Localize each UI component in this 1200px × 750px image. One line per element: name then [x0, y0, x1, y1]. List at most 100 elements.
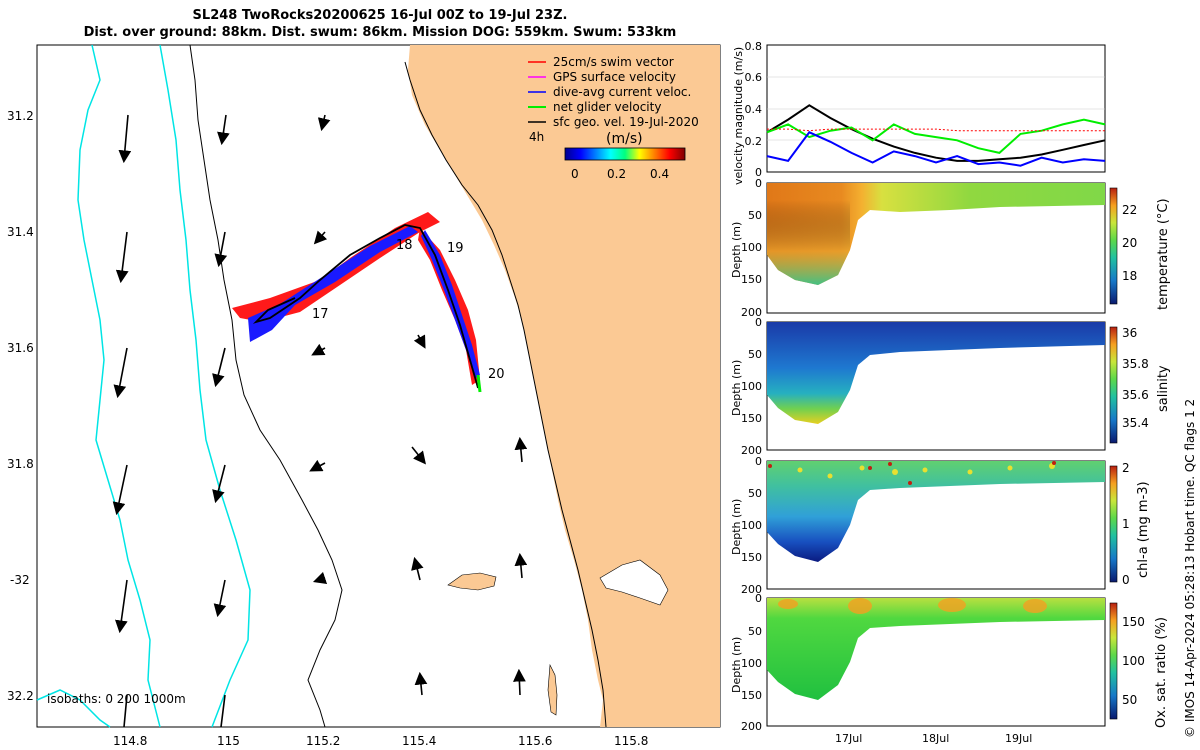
depth-tick: 150 [741, 551, 762, 564]
velocity-series-line [766, 104, 1106, 162]
oxygen-section [767, 598, 1105, 700]
geo-arrow [313, 230, 328, 245]
island-rottnest [447, 572, 497, 591]
depth-tick: 100 [741, 380, 762, 393]
salinity-panel: 0 50 100 150 200 Depth (m) 36 35.8 35.6 … [730, 316, 1171, 457]
geo-arrow [513, 668, 526, 696]
depth-tick: 0 [755, 316, 762, 329]
track-day-label: 18 [396, 238, 413, 253]
depth-tick: 100 [741, 519, 762, 532]
map-y-tick: 31.2 [7, 109, 34, 123]
geo-arrow [514, 552, 528, 579]
depth-tick: 200 [741, 583, 762, 596]
legend-label: GPS surface velocity [553, 70, 676, 84]
salinity-section [767, 322, 1105, 424]
legend-label: net glider velocity [553, 100, 661, 114]
colorbar-tick: 22 [1122, 203, 1137, 217]
map-x-tick: 114.8 [113, 734, 147, 748]
geo-arrow [112, 464, 128, 516]
colorbar-tick: 2 [1122, 461, 1130, 475]
isobath-deep-corner [36, 689, 111, 728]
colorbar-tick: 20 [1122, 236, 1137, 250]
geo-arrow [114, 579, 128, 634]
vel-y-tick: 0.4 [745, 103, 763, 116]
colorbar-tick: 100 [1122, 654, 1145, 668]
geo-arrow [514, 436, 528, 463]
geo-arrow [113, 347, 128, 399]
legend-interval: 4h [529, 130, 544, 144]
colorbar-tick: 36 [1122, 326, 1137, 340]
net-glider-velocity-seg [476, 374, 482, 393]
depth-tick: 100 [741, 241, 762, 254]
dive-avg-current-band [248, 226, 418, 342]
date-tick: 19Jul [1005, 732, 1032, 745]
temperature-colorbar [1109, 187, 1118, 305]
depth-tick: 200 [741, 444, 762, 457]
colorbar-tick: 1 [1122, 517, 1130, 531]
geo-velocity-arrows [112, 114, 528, 728]
map-y-tick: 31.4 [7, 225, 34, 239]
depth-label: Depth (m) [730, 499, 743, 555]
geo-arrow [413, 334, 426, 349]
geo-arrow [411, 556, 424, 581]
colorbar-label: salinity [1156, 365, 1171, 412]
oxygen-colorbar [1109, 602, 1118, 720]
geo-arrow [309, 459, 326, 472]
depth-tick: 0 [755, 592, 762, 605]
map-y-tick: -32 [10, 573, 30, 587]
isobath-note: isobaths: 0 200 1000m [47, 692, 186, 706]
depth-tick: 50 [748, 487, 762, 500]
geo-arrow [212, 347, 226, 388]
chla-section [767, 461, 1105, 562]
temperature-section-depth [767, 200, 850, 285]
vel-y-label: velocity magnitude (m/s) [732, 47, 745, 185]
velocity-series-line [766, 118, 1106, 154]
velocity-panel: 0 0.2 0.4 0.6 0.8 velocity magnitude (m/… [732, 40, 1106, 185]
chla-high-dots [768, 461, 1056, 485]
date-tick: 18Jul [922, 732, 949, 745]
peel-inlet [599, 559, 669, 606]
depth-label: Depth (m) [730, 637, 743, 693]
isobath-0m [404, 61, 607, 728]
vel-y-tick: 0 [755, 166, 762, 179]
map-panel: 17 18 19 20 25cm/s swim vector GPS surfa… [7, 44, 721, 748]
depth-tick: 50 [748, 209, 762, 222]
geo-arrow [213, 579, 227, 618]
colorbar-tick: 18 [1122, 269, 1137, 283]
colorbar-tick: 35.4 [1122, 416, 1149, 430]
depth-tick: 150 [741, 273, 762, 286]
track-day-label: 19 [447, 241, 464, 256]
depth-label: Depth (m) [730, 222, 743, 278]
geo-arrow [214, 231, 228, 268]
colorbar-label: chl-a (mg m-3) [1136, 481, 1151, 578]
geo-arrow [123, 694, 128, 728]
depth-label: Depth (m) [730, 360, 743, 416]
oxygen-high-patches [778, 598, 1047, 614]
geo-arrow [414, 671, 428, 696]
glider-track: 17 18 19 20 [232, 212, 505, 393]
map-colorbar-label: (m/s) [606, 131, 643, 147]
velocity-series-group [766, 104, 1106, 167]
colorbar-tick: 35.6 [1122, 388, 1149, 402]
geo-arrow [220, 694, 226, 728]
velocity-axes-box [766, 44, 1106, 173]
track-day-label: 17 [312, 307, 329, 322]
depth-tick: 150 [741, 689, 762, 702]
map-x-tick: 115.4 [402, 734, 436, 748]
vel-y-tick: 0.2 [745, 135, 763, 148]
map-y-tick: 31.8 [7, 457, 34, 471]
map-x-tick: 115.8 [614, 734, 648, 748]
velocity-series-line [767, 128, 1105, 132]
velocity-gridlines [767, 76, 1105, 141]
geo-arrow [115, 231, 129, 284]
vel-y-tick: 0.6 [745, 71, 763, 84]
geo-arrow [118, 114, 132, 164]
salinity-colorbar [1109, 326, 1118, 444]
figure-title-line2: Dist. over ground: 88km. Dist. swum: 86k… [83, 25, 677, 40]
legend-label: 25cm/s swim vector [553, 55, 674, 69]
map-y-tick: 32.2 [7, 689, 34, 703]
vel-y-tick: 0.8 [745, 40, 763, 53]
map-land [408, 45, 720, 727]
depth-tick: 150 [741, 412, 762, 425]
